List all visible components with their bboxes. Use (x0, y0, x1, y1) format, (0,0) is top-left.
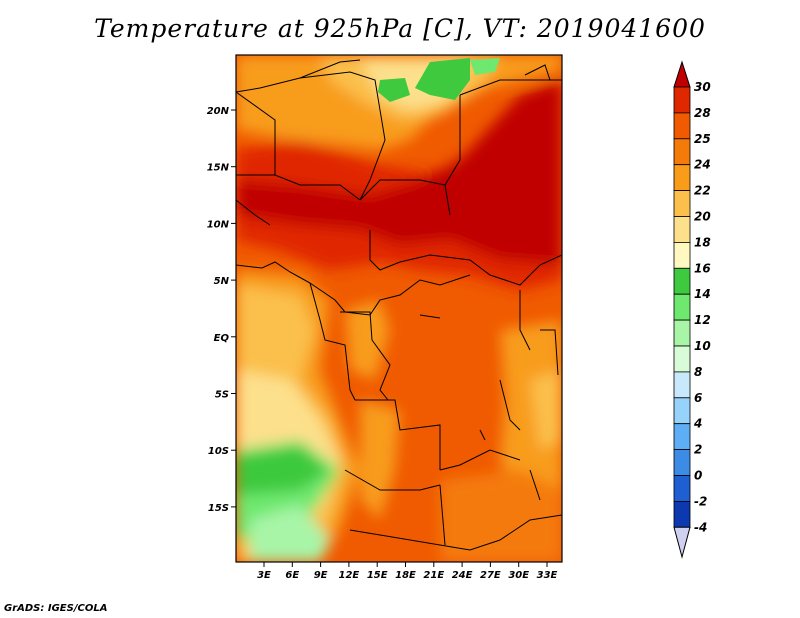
colorbar-label: -4 (694, 520, 707, 534)
colorbar-label: 14 (694, 287, 711, 301)
colorbar-label: 25 (694, 132, 711, 146)
colorbar-label: 0 (694, 469, 702, 483)
colorbar-swatch (673, 164, 691, 191)
lon-tick-label: 33E (537, 570, 558, 581)
lon-tick-label: 15E (367, 570, 388, 581)
lon-tick-label: 6E (285, 570, 299, 581)
colorbar-label: 22 (694, 184, 711, 198)
colorbar-label: 28 (694, 106, 711, 120)
lon-tick-label: 24E (452, 570, 473, 581)
colorbar-label: 2 (694, 443, 702, 457)
colorbar-swatch (673, 138, 691, 166)
colorbar-label: 20 (694, 210, 711, 224)
colorbar-swatch (673, 190, 691, 217)
map-title: Temperature at 925hPa [C], VT: 201904160… (94, 14, 706, 43)
colorbar-swatch (673, 293, 691, 321)
country-borders (236, 59, 562, 551)
colorbar-label: 10 (694, 339, 711, 353)
lat-tick-label: 15N (207, 163, 230, 174)
colorbar-label: 8 (694, 365, 702, 379)
colorbar-label: 30 (694, 80, 711, 94)
lat-tick-label: EQ (214, 333, 230, 344)
colorbar-swatch (673, 216, 691, 243)
lon-tick-label: 12E (339, 570, 360, 581)
colorbar-swatch (673, 371, 691, 399)
lon-tick-label: 27E (480, 570, 501, 581)
lat-tick-label: 5S (215, 390, 229, 401)
colorbar-label: 18 (694, 235, 711, 249)
colorbar-swatch (673, 397, 691, 425)
lat-tick-label: 5N (214, 276, 230, 287)
colorbar-swatch (673, 345, 691, 373)
colorbar-label: -2 (694, 494, 707, 508)
grads-credit: GrADS: IGES/COLA (4, 603, 108, 614)
colorbar-swatch (673, 112, 691, 140)
colorbar-label: 24 (694, 158, 711, 172)
lat-tick-label: 20N (207, 106, 230, 117)
lon-tick-label: 30E (508, 570, 529, 581)
colorbar-swatch (673, 319, 691, 347)
temperature-field (236, 55, 562, 562)
colorbar-bottom-arrow (673, 526, 691, 559)
lon-tick-label: 18E (395, 570, 416, 581)
colorbar-label: 12 (694, 313, 711, 327)
map-frame (235, 54, 563, 563)
lat-tick-label: 15S (208, 503, 229, 514)
lat-tick-label: 10S (208, 446, 229, 457)
colorbar-swatch (673, 241, 691, 269)
colorbar-swatch (673, 500, 691, 528)
colorbar-swatch (673, 449, 691, 476)
colorbar-label: 6 (694, 391, 702, 405)
colorbar-label: 16 (694, 261, 711, 275)
colorbar-swatch (673, 267, 691, 295)
lon-tick-label: 3E (257, 570, 271, 581)
colorbar-swatch (673, 423, 691, 451)
lon-tick-label: 9E (314, 570, 328, 581)
colorbar-swatch (673, 475, 691, 502)
lon-axis: 3E 6E 9E 12E 15E 18E 21E 24E 27E 30E 33E (257, 562, 558, 581)
lon-tick-label: 21E (423, 570, 444, 581)
lat-axis: 20N 15N 10N 5N EQ 5S 10S 15S (207, 106, 236, 514)
colorbar-label: 4 (693, 417, 702, 431)
lat-tick-label: 10N (207, 219, 230, 230)
colorbar-top-arrow (673, 60, 691, 88)
colorbar-swatch (673, 86, 691, 114)
